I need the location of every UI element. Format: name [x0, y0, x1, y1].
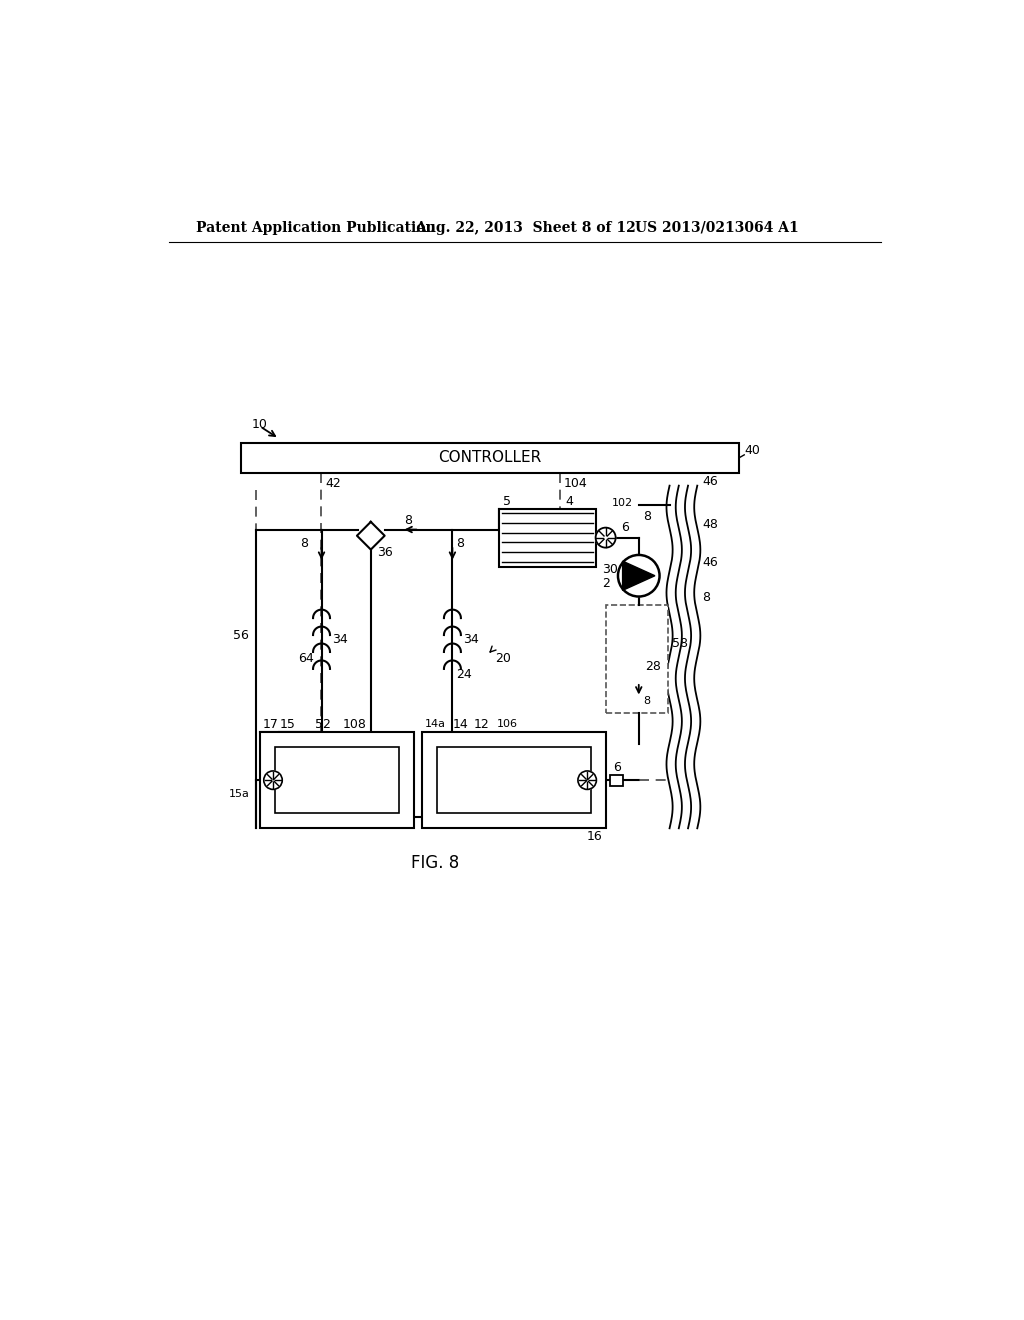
Text: 108: 108 — [343, 718, 367, 731]
Bar — [437, 747, 591, 813]
Text: 4: 4 — [565, 495, 573, 508]
Text: 52: 52 — [315, 718, 331, 731]
Bar — [610, 775, 623, 785]
Text: 104: 104 — [564, 477, 588, 490]
Text: Aug. 22, 2013  Sheet 8 of 12: Aug. 22, 2013 Sheet 8 of 12 — [416, 220, 636, 235]
Text: 40: 40 — [744, 445, 760, 458]
Text: 46: 46 — [701, 556, 718, 569]
Bar — [500, 508, 596, 566]
Polygon shape — [357, 521, 385, 549]
Circle shape — [264, 771, 283, 789]
Text: 106: 106 — [497, 719, 518, 730]
Text: 17: 17 — [263, 718, 279, 731]
Bar — [275, 747, 398, 813]
Text: 24: 24 — [457, 668, 472, 681]
Polygon shape — [623, 561, 655, 590]
Text: 34: 34 — [463, 634, 479, 647]
Text: 64: 64 — [298, 652, 314, 665]
Text: 8: 8 — [457, 537, 464, 550]
Text: 8: 8 — [643, 696, 650, 706]
Bar — [422, 733, 606, 829]
Text: 5: 5 — [503, 495, 511, 508]
Text: CONTROLLER: CONTROLLER — [438, 450, 542, 466]
Text: FIG. 8: FIG. 8 — [411, 854, 459, 873]
Text: 30: 30 — [602, 564, 618, 576]
Text: 36: 36 — [377, 546, 393, 560]
Text: 2: 2 — [602, 577, 610, 590]
Text: 8: 8 — [403, 513, 412, 527]
Text: 48: 48 — [701, 517, 718, 531]
Text: 34: 34 — [333, 634, 348, 647]
Text: 10: 10 — [252, 417, 267, 430]
Text: 12: 12 — [474, 718, 489, 731]
Text: 102: 102 — [611, 498, 633, 508]
Text: Patent Application Publication: Patent Application Publication — [196, 220, 435, 235]
Bar — [260, 733, 414, 829]
Text: 42: 42 — [326, 477, 341, 490]
Text: 6: 6 — [613, 760, 622, 774]
Text: US 2013/0213064 A1: US 2013/0213064 A1 — [635, 220, 799, 235]
Text: 15a: 15a — [229, 789, 250, 799]
Text: 16: 16 — [587, 829, 602, 842]
Text: 8: 8 — [301, 537, 308, 550]
Circle shape — [578, 771, 596, 789]
Text: 28: 28 — [645, 660, 660, 673]
Text: 14a: 14a — [425, 719, 445, 730]
Circle shape — [596, 528, 615, 548]
Text: 8: 8 — [701, 591, 710, 603]
Text: 14: 14 — [453, 718, 468, 731]
Text: 15: 15 — [280, 718, 296, 731]
Text: 6: 6 — [621, 521, 629, 535]
Text: 58: 58 — [672, 638, 688, 649]
Circle shape — [617, 554, 659, 597]
Text: 56: 56 — [232, 630, 249, 643]
Text: 8: 8 — [643, 510, 651, 523]
Text: 46: 46 — [701, 475, 718, 488]
FancyBboxPatch shape — [606, 605, 668, 713]
Text: 20: 20 — [495, 652, 511, 665]
Bar — [241, 444, 739, 473]
